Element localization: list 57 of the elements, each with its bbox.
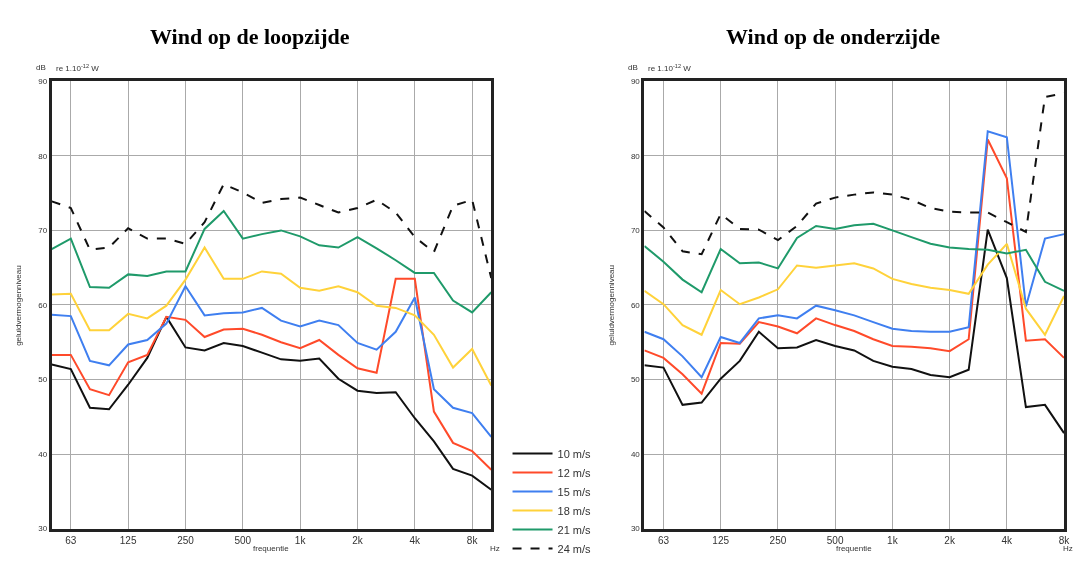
- x-tick-label: 8k: [466, 534, 479, 546]
- x-tick-label: 125: [712, 534, 730, 546]
- chart-title: Wind op de loopzijde: [150, 24, 350, 49]
- x-tick-label: 500: [826, 534, 844, 546]
- x-tick-label: 4k: [409, 534, 422, 546]
- y-tick-label: 70: [630, 226, 641, 236]
- y-tick-label: 80: [630, 151, 641, 161]
- text: re 1.10$^{-12}$ W: [648, 63, 692, 74]
- x-tick-label: 8k: [1058, 534, 1071, 546]
- x-axis-title: frequentie: [253, 544, 290, 553]
- line-series: [51, 315, 492, 491]
- y-tick-label: 90: [630, 77, 641, 87]
- y-tick-label: 40: [38, 449, 48, 459]
- legend-label: 12 m/s: [557, 466, 592, 479]
- y-tick-label: 30: [630, 524, 641, 534]
- legend-label: 18 m/s: [557, 504, 592, 517]
- y-tick-label: 50: [38, 375, 48, 385]
- text: dB: [36, 63, 46, 72]
- legend-label: 10 m/s: [557, 447, 592, 460]
- text: Hz: [1063, 544, 1073, 553]
- x-tick-label: 125: [119, 534, 137, 546]
- legend-label: 24 m/s: [557, 542, 592, 555]
- y-tick-label: 60: [630, 300, 641, 310]
- line-series: [51, 210, 492, 314]
- line-series: [644, 228, 1065, 435]
- x-axis-title: frequentie: [836, 544, 873, 553]
- line-series: [51, 183, 492, 280]
- x-tick-label: 2k: [352, 534, 364, 546]
- y-tick-label: 70: [38, 226, 48, 236]
- y-tick-label: 60: [38, 300, 48, 310]
- y-axis-title: geluidvermogenniveau: [606, 265, 616, 346]
- y-axis-title: geluidvermogenniveau: [13, 265, 23, 346]
- text: dB: [628, 63, 638, 72]
- y-tick-label: 50: [630, 375, 641, 385]
- y-tick-label: 40: [630, 449, 641, 459]
- y-tick-label: 90: [38, 77, 48, 87]
- x-tick-label: 250: [177, 534, 195, 546]
- y-tick-label: 30: [38, 524, 48, 534]
- x-tick-label: 250: [769, 534, 787, 546]
- x-tick-label: 2k: [944, 534, 956, 546]
- line-series: [51, 285, 492, 438]
- x-tick-label: 63: [657, 534, 670, 546]
- x-tick-label: 1k: [887, 534, 899, 546]
- x-tick-label: 4k: [1001, 534, 1014, 546]
- legend-label: 21 m/s: [557, 523, 592, 536]
- line-series: [644, 222, 1065, 294]
- x-tick-label: 1k: [294, 534, 307, 546]
- x-tick-label: 63: [65, 534, 77, 546]
- line-series: [644, 242, 1065, 336]
- line-series: [51, 277, 492, 471]
- legend-label: 15 m/s: [557, 485, 592, 498]
- text: re 1.10$^{-12}$ W: [56, 63, 100, 74]
- chart-title: Wind op de onderzijde: [726, 24, 941, 49]
- x-tick-label: 500: [234, 534, 252, 546]
- line-series: [51, 246, 492, 387]
- y-tick-label: 80: [38, 151, 48, 161]
- text: Hz: [490, 544, 500, 553]
